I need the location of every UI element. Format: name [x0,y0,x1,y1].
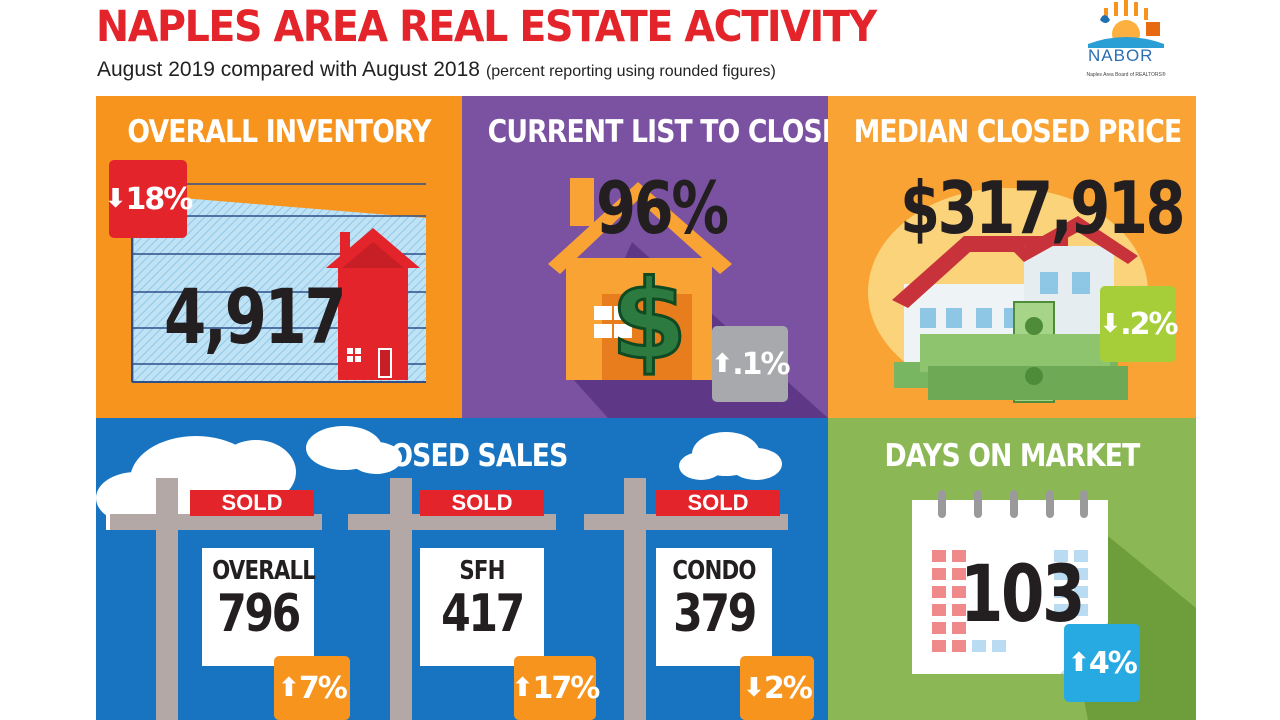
sign-name: SFH [459,556,505,586]
up-arrow-icon: ⬆ [711,349,733,379]
sign-post [156,478,178,720]
median-price-change-badge: ⬇ .2% [1099,286,1179,362]
subtitle-note: (percent reporting using rounded figures… [485,63,776,80]
sign-post [624,478,646,720]
days-on-market-change-badge: ⬆ 4% [1064,624,1140,702]
down-arrow-icon: ⬇ [1099,309,1121,339]
sign-value: 417 [441,584,525,644]
up-arrow-icon: ⬆ [511,673,534,703]
logo-tagline: Naples Area Board of REALTORS® [1086,72,1166,78]
nabor-logo: NABOR Naples Area Board of REALTORS® [1066,0,1186,92]
subtitle-text: August 2019 compared with August 2018 [97,58,480,81]
closed-sales-panel: CLOSED SALES SOLD OVERALL 796 ⬆ 7% SOLD S… [96,418,828,720]
condo-change: 2% [763,670,813,706]
money-stack-icon [894,301,1128,403]
list-to-closed-change: .1% [732,346,790,382]
page-subtitle: August 2019 compared with August 2018 (pe… [97,58,776,82]
sold-sign-condo: SOLD CONDO 379 [584,474,796,720]
median-price-value: $317,918 [900,166,1186,250]
sign-name: OVERALL [212,556,316,586]
red-house-icon [326,228,420,380]
sign-arm [584,514,788,530]
sign-card: CONDO 379 [656,548,772,666]
median-price-heading: MEDIAN CLOSED PRICE [853,114,1182,150]
up-arrow-icon: ⬆ [278,673,300,703]
sign-value: 796 [217,584,301,644]
days-on-market-panel: DAYS ON MARKET 103 ⬆ 4% [828,418,1196,720]
list-to-closed-change-badge: ⬆ .1% [711,326,791,402]
sold-label: SOLD [190,490,314,516]
inventory-heading: OVERALL INVENTORY [127,114,431,150]
sign-card: SFH 417 [420,548,544,666]
house-dollar-graphic: $ [548,178,828,418]
down-arrow-icon: ⬇ [104,184,127,214]
overall-change-badge: ⬆ 7% [274,656,350,720]
sold-sign-overall: SOLD OVERALL 796 [110,474,336,720]
sign-card: OVERALL 796 [202,548,316,666]
inventory-panel: OVERALL INVENTORY ⬇ 18% 4,917 [96,96,462,418]
list-to-closed-value: 96% [596,166,729,250]
inventory-chart-graphic [131,176,426,383]
page-title: NAPLES AREA REAL ESTATE ACTIVITY [96,2,877,52]
condo-change-badge: ⬇ 2% [740,656,814,720]
inventory-change-badge: ⬇ 18% [105,160,193,238]
calendar-ring-icon [938,490,1088,518]
sign-post [390,478,412,720]
inventory-value: 4,917 [164,272,347,361]
sold-label: SOLD [656,490,780,516]
sunrise-icon [1088,0,1164,48]
list-to-closed-panel: CURRENT LIST TO CLOSED $ 96% ⬆ .1% [462,96,828,418]
up-arrow-icon: ⬆ [1068,648,1090,678]
sign-value: 379 [673,584,757,644]
sfh-change-badge: ⬆ 17% [511,656,601,720]
inventory-change: 18% [125,181,194,217]
house-money-graphic [868,188,1148,403]
down-arrow-icon: ⬇ [743,673,765,703]
sfh-change: 17% [532,670,601,706]
logo-word: NABOR [1088,46,1154,65]
overall-change: 7% [298,670,348,706]
days-on-market-change: 4% [1088,645,1138,681]
sign-arm [348,514,556,530]
median-price-panel: MEDIAN CLOSED PRICE $317,918 ⬇ .2% [828,96,1196,418]
sign-name: CONDO [672,556,756,586]
closed-sales-heading: CLOSED SALES [356,438,568,474]
sign-arm [110,514,322,530]
sold-label: SOLD [420,490,544,516]
list-to-closed-heading: CURRENT LIST TO CLOSED [487,114,828,150]
median-price-change: .2% [1120,306,1178,342]
dollar-sign-icon: $ [611,256,688,384]
days-on-market-heading: DAYS ON MARKET [884,438,1141,474]
sold-sign-sfh: SOLD SFH 417 [348,474,568,720]
